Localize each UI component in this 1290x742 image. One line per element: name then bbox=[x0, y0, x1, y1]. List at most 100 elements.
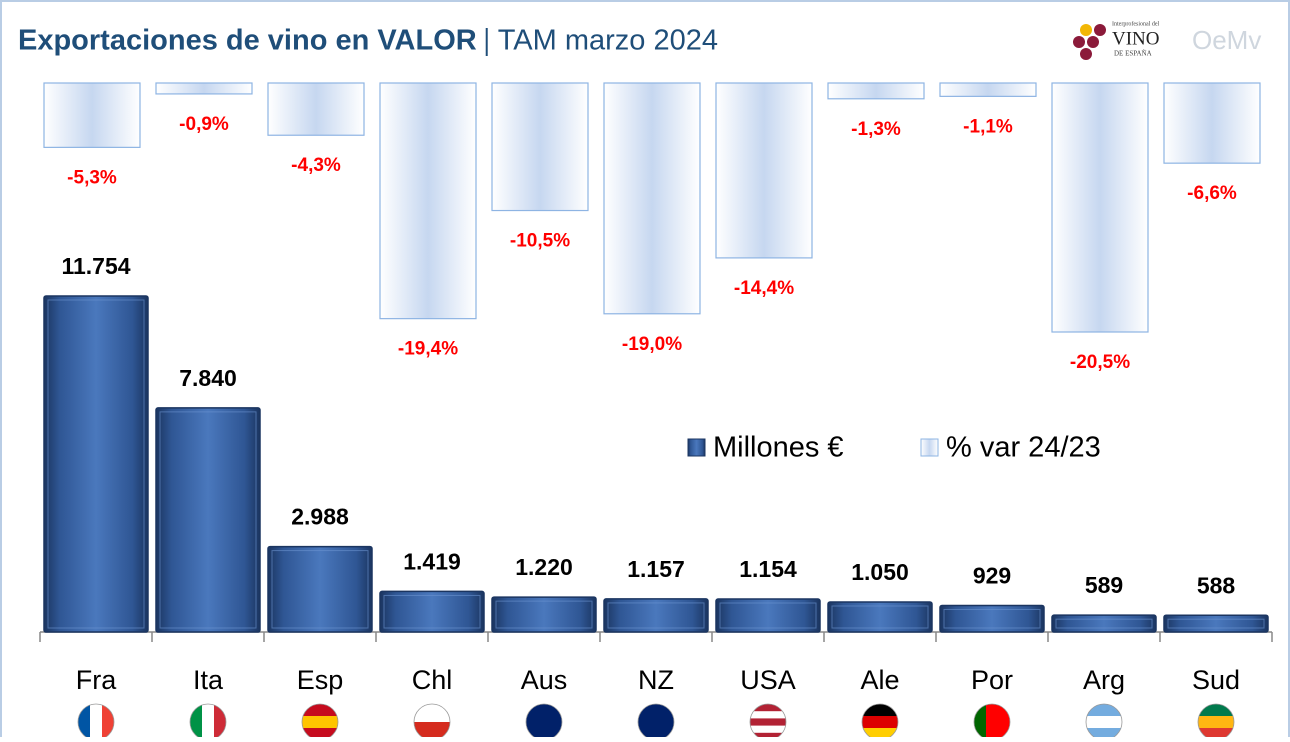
flag-stripe bbox=[102, 704, 114, 740]
flag-stripe bbox=[1198, 716, 1234, 729]
bar bbox=[603, 598, 709, 633]
bar-bevel bbox=[271, 550, 369, 629]
legend-label: Millones € bbox=[713, 432, 844, 464]
flag-stripe bbox=[1086, 716, 1122, 729]
title-separator bbox=[485, 28, 488, 56]
bar bbox=[1163, 614, 1269, 633]
data-label: -19,4% bbox=[398, 339, 458, 360]
flag-stripe bbox=[998, 704, 1010, 740]
flag bbox=[974, 704, 1010, 740]
x-tick-label: USA bbox=[740, 665, 796, 695]
flag bbox=[638, 704, 674, 740]
flag-stripe bbox=[1198, 704, 1234, 717]
data-label: 588 bbox=[1197, 572, 1236, 598]
data-label: 1.154 bbox=[739, 556, 797, 582]
flag-stripe bbox=[862, 716, 898, 729]
flag-stripe bbox=[90, 704, 103, 740]
flag-stripe bbox=[750, 704, 786, 712]
bar bbox=[827, 82, 925, 100]
flag-stripe bbox=[750, 718, 786, 727]
logo-text: Interprofesional del bbox=[1112, 20, 1159, 27]
bar bbox=[379, 590, 485, 633]
flag-stripe bbox=[1086, 704, 1122, 717]
bar-bevel bbox=[831, 605, 929, 629]
bar bbox=[939, 82, 1037, 97]
bar-bevel bbox=[943, 608, 1041, 629]
data-label: 1.220 bbox=[515, 554, 573, 580]
flag-stripe bbox=[974, 704, 987, 740]
flag-stripe bbox=[302, 716, 338, 729]
x-tick-label: Ita bbox=[193, 665, 224, 695]
bar bbox=[267, 545, 373, 633]
flag-stripe bbox=[750, 711, 786, 719]
x-tick-label: Fra bbox=[76, 665, 117, 695]
logo: Interprofesional del VINO DE ESPAÑA OeMv bbox=[1073, 20, 1261, 60]
bar bbox=[155, 407, 261, 633]
data-label: -14,4% bbox=[734, 278, 794, 299]
flag bbox=[750, 704, 786, 740]
data-label: 7.840 bbox=[179, 365, 237, 391]
data-label: -5,3% bbox=[67, 167, 117, 188]
data-label: 1.419 bbox=[403, 549, 461, 575]
legend-swatch bbox=[687, 438, 706, 457]
bar bbox=[1051, 82, 1149, 333]
data-label: -19,0% bbox=[622, 334, 682, 355]
flag-stripe bbox=[414, 704, 450, 723]
flag-stripe bbox=[302, 704, 338, 717]
flag bbox=[190, 704, 226, 740]
bar bbox=[1163, 82, 1261, 164]
flag-stripe bbox=[638, 704, 674, 723]
bar bbox=[155, 82, 253, 95]
bar bbox=[491, 596, 597, 633]
logo-text: DE ESPAÑA bbox=[1114, 50, 1152, 58]
logo-grape bbox=[1094, 24, 1106, 36]
bar-bevel bbox=[495, 600, 593, 629]
flag bbox=[414, 704, 450, 740]
bar-bevel bbox=[159, 411, 257, 629]
legend-label: % var 24/23 bbox=[946, 432, 1101, 464]
bar-bevel bbox=[1167, 618, 1265, 629]
logo-grape bbox=[1073, 36, 1085, 48]
bar bbox=[715, 82, 813, 259]
flag-stripe bbox=[214, 704, 226, 740]
logo-text: OeMv bbox=[1192, 25, 1261, 55]
data-label: 929 bbox=[973, 563, 1011, 589]
flag-stripe bbox=[862, 704, 898, 717]
flag-stripe bbox=[526, 722, 562, 740]
x-tick-label: NZ bbox=[638, 665, 674, 695]
flag-stripe bbox=[190, 704, 203, 740]
flag-stripe bbox=[638, 722, 674, 740]
logo-grape bbox=[1087, 36, 1099, 48]
flag-stripe bbox=[202, 704, 215, 740]
data-label: -6,6% bbox=[1187, 183, 1237, 204]
x-tick-label: Aus bbox=[521, 665, 568, 695]
x-tick-label: Esp bbox=[297, 665, 344, 695]
data-label: 2.988 bbox=[291, 504, 349, 530]
x-tick-label: Sud bbox=[1192, 665, 1240, 695]
data-label: 589 bbox=[1085, 572, 1123, 598]
x-tick-label: Chl bbox=[412, 665, 453, 695]
bar bbox=[379, 82, 477, 320]
flag bbox=[526, 704, 562, 740]
data-label: 1.157 bbox=[627, 556, 685, 582]
bar bbox=[939, 604, 1045, 633]
x-tick-label: Por bbox=[971, 665, 1013, 695]
bar-bevel bbox=[1055, 618, 1153, 629]
data-label: -4,3% bbox=[291, 155, 341, 176]
data-label: -0,9% bbox=[179, 114, 229, 135]
flag bbox=[78, 704, 114, 740]
bar bbox=[267, 82, 365, 136]
flag-stripe bbox=[750, 732, 786, 740]
bar-bevel bbox=[719, 602, 817, 629]
bar-bevel bbox=[607, 602, 705, 629]
data-label: -20,5% bbox=[1070, 352, 1130, 373]
flag-stripe bbox=[526, 704, 562, 723]
logo-grape bbox=[1080, 48, 1092, 60]
logo-grape bbox=[1080, 24, 1092, 36]
data-label: -1,3% bbox=[851, 119, 901, 140]
bar bbox=[715, 598, 821, 633]
flag-stripe bbox=[414, 722, 450, 740]
data-label: 11.754 bbox=[61, 253, 130, 279]
bar bbox=[603, 82, 701, 315]
